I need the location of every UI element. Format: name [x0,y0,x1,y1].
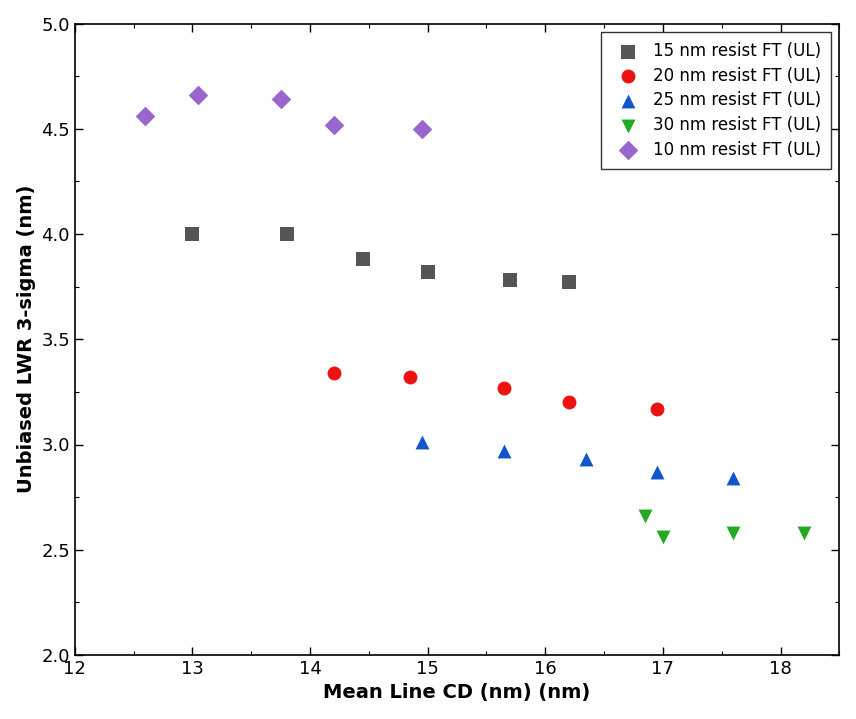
25 nm resist FT (UL) [415,436,429,448]
Y-axis label: Unbiased LWR 3-sigma (nm): Unbiased LWR 3-sigma (nm) [16,185,36,493]
10 nm resist FT (UL) [327,119,341,130]
10 nm resist FT (UL) [415,123,429,134]
15 nm resist FT (UL) [421,266,435,278]
25 nm resist FT (UL) [727,472,740,484]
Legend: 15 nm resist FT (UL), 20 nm resist FT (UL), 25 nm resist FT (UL), 30 nm resist F: 15 nm resist FT (UL), 20 nm resist FT (U… [601,32,831,169]
10 nm resist FT (UL) [274,93,288,105]
15 nm resist FT (UL) [280,229,294,240]
20 nm resist FT (UL) [562,397,576,408]
25 nm resist FT (UL) [651,466,664,477]
15 nm resist FT (UL) [186,229,199,240]
30 nm resist FT (UL) [797,527,811,539]
20 nm resist FT (UL) [327,367,341,379]
25 nm resist FT (UL) [497,445,511,457]
20 nm resist FT (UL) [497,382,511,393]
10 nm resist FT (UL) [192,89,205,101]
10 nm resist FT (UL) [139,111,152,122]
30 nm resist FT (UL) [656,531,669,543]
20 nm resist FT (UL) [403,372,417,383]
30 nm resist FT (UL) [727,527,740,539]
15 nm resist FT (UL) [562,277,576,288]
25 nm resist FT (UL) [580,454,593,465]
20 nm resist FT (UL) [651,403,664,414]
30 nm resist FT (UL) [639,510,652,522]
15 nm resist FT (UL) [503,275,517,286]
15 nm resist FT (UL) [356,254,370,265]
X-axis label: Mean Line CD (nm) (nm): Mean Line CD (nm) (nm) [324,683,591,702]
